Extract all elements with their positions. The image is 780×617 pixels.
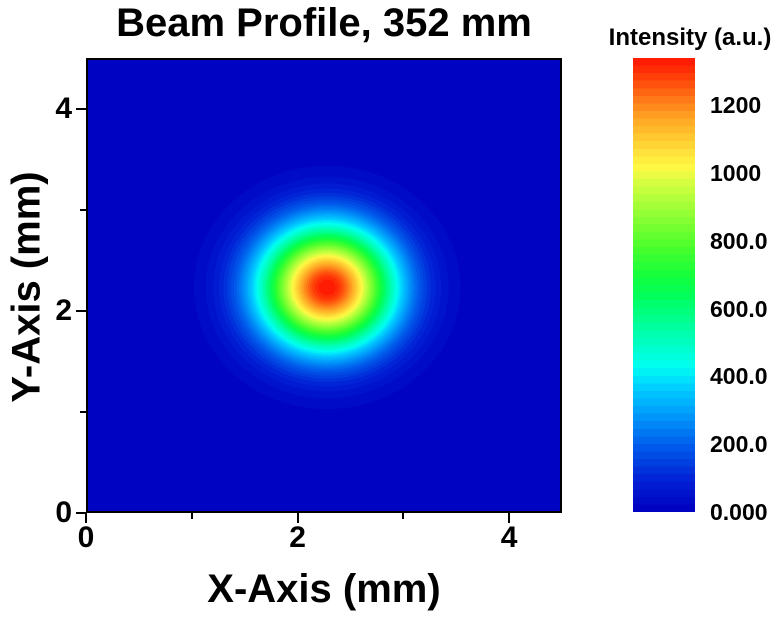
y-major-tick — [76, 310, 86, 312]
y-tick-label: 0 — [55, 496, 72, 529]
colorbar-tick-label: 0.000 — [710, 499, 768, 525]
y-tick-label: 2 — [55, 293, 72, 327]
x-major-tick — [85, 513, 87, 523]
y-axis-label: Y-Axis (mm) — [4, 171, 49, 403]
x-axis-label: X-Axis (mm) — [207, 567, 441, 611]
chart-title: Beam Profile, 352 mm — [116, 1, 532, 45]
colorbar-tick-label: 200.0 — [710, 431, 768, 458]
colorbar-tick-label: 1000 — [710, 160, 762, 187]
plot-area — [86, 58, 562, 513]
y-major-tick — [76, 108, 86, 110]
y-tick-label: 4 — [55, 91, 72, 125]
colorbar-tick-label: 800.0 — [710, 227, 768, 254]
y-minor-tick — [80, 209, 86, 211]
x-tick-label: 0 — [77, 521, 95, 554]
y-minor-tick — [80, 411, 86, 413]
x-major-tick — [508, 513, 510, 523]
colorbar-tick-label: 400.0 — [710, 363, 768, 390]
x-minor-tick — [402, 513, 404, 519]
colorbar-tick-label: 1200 — [710, 92, 762, 119]
x-minor-tick — [191, 513, 193, 519]
colorbar — [633, 58, 695, 512]
x-major-tick — [297, 513, 299, 523]
y-major-tick — [76, 512, 86, 514]
x-tick-label: 4 — [500, 521, 518, 554]
x-tick-label: 2 — [289, 521, 306, 554]
colorbar-title: Intensity (a.u.) — [608, 24, 772, 51]
colorbar-tick-label: 600.0 — [710, 295, 768, 322]
beam-heatmap — [88, 60, 560, 511]
